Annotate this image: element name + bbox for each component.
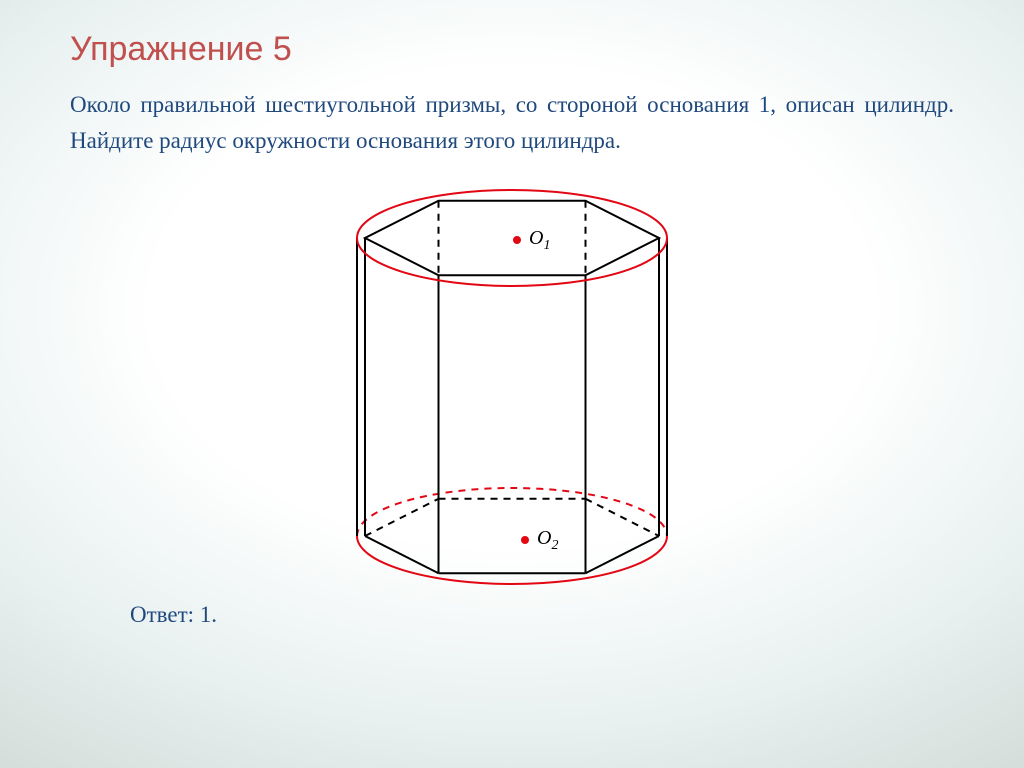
svg-text:O2: O2	[537, 527, 558, 553]
slide-title: Упражнение 5	[70, 30, 954, 69]
problem-text: Около правильной шестиугольной призмы, с…	[70, 87, 954, 158]
svg-text:O1: O1	[529, 227, 550, 253]
answer-text: Ответ: 1.	[70, 602, 954, 628]
figure-container: O1 O2	[70, 166, 954, 596]
prism-cylinder-diagram: O1 O2	[327, 166, 697, 596]
